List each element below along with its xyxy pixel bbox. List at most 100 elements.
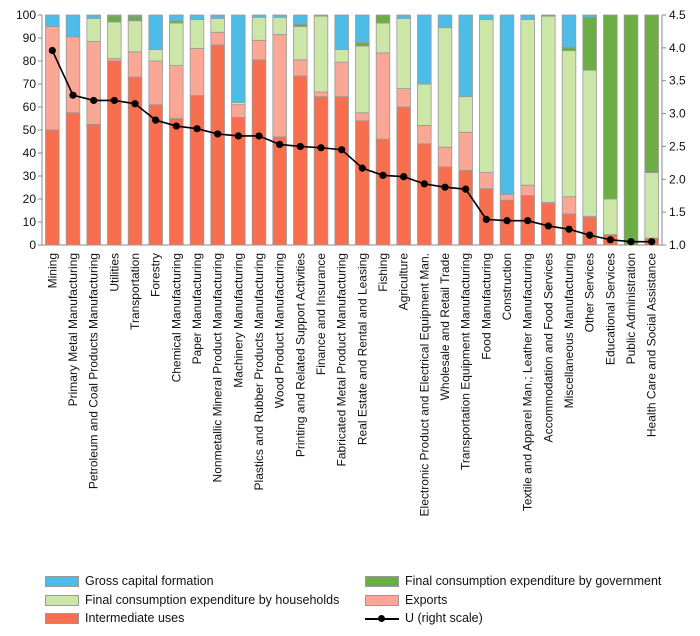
bar-segment bbox=[334, 96, 349, 246]
y-tick-label: 70 bbox=[23, 77, 37, 91]
legend-swatch bbox=[45, 612, 79, 624]
x-tick-label: Fabricated Metal Product Manufacturing bbox=[335, 253, 349, 466]
x-tick-label: Electronic Product and Electrical Equipm… bbox=[417, 253, 431, 516]
bar-segment bbox=[210, 18, 225, 33]
legend-label: Gross capital formation bbox=[85, 574, 214, 588]
bar-segment bbox=[251, 16, 267, 41]
bar-segment bbox=[251, 14, 267, 18]
bar-segment bbox=[623, 14, 639, 246]
bar-segment bbox=[210, 14, 225, 19]
x-tick-label: Textile and Apparel Man.; Leather Manufa… bbox=[521, 253, 535, 511]
bar-segment bbox=[65, 112, 81, 246]
bar-segment bbox=[45, 26, 60, 131]
bar-segment bbox=[355, 120, 370, 246]
y2-tick-label: 1.0 bbox=[669, 238, 686, 252]
bar-segment bbox=[148, 49, 163, 62]
bar-segment bbox=[561, 46, 577, 52]
y-tick-label: 50 bbox=[23, 123, 37, 137]
bar-segment bbox=[541, 15, 556, 203]
x-tick-label: Other Services bbox=[583, 253, 597, 332]
y2-tick-label: 3.5 bbox=[669, 74, 686, 88]
bar-segment bbox=[375, 22, 391, 54]
bar-segment bbox=[127, 15, 143, 22]
bar-segment bbox=[127, 20, 143, 53]
u-point bbox=[296, 142, 304, 151]
bar-segment bbox=[45, 129, 60, 246]
u-point bbox=[586, 231, 594, 239]
x-tick-label: Chemical Manufacturing bbox=[169, 253, 183, 382]
bar-segment bbox=[437, 14, 453, 29]
bar-segment bbox=[127, 51, 143, 78]
y2-tick-label: 2.0 bbox=[669, 172, 686, 186]
bar-segment bbox=[86, 123, 101, 246]
y-tick-label: 40 bbox=[23, 146, 37, 160]
legend-swatch bbox=[45, 575, 79, 587]
bar-segment bbox=[458, 169, 473, 246]
legend-swatch bbox=[365, 594, 399, 606]
legend-swatch bbox=[45, 594, 79, 606]
bar-segment bbox=[375, 138, 391, 246]
y2-tick-label: 3.0 bbox=[669, 107, 686, 121]
x-tick-label: Transportation Equipment Manufacturing bbox=[459, 253, 473, 470]
x-tick-label: Accommodation and Food Services bbox=[541, 253, 555, 442]
bar-segment bbox=[189, 47, 205, 96]
u-point bbox=[544, 222, 552, 230]
bar-segment bbox=[375, 14, 391, 24]
y-tick-label: 10 bbox=[23, 215, 37, 229]
legend-gcf: Gross capital formation bbox=[45, 574, 214, 588]
x-tick-label: Machinery Manufacturing bbox=[231, 253, 245, 388]
x-tick-label: Agriculture bbox=[397, 253, 411, 311]
bar-segment bbox=[417, 14, 432, 85]
bar-segment bbox=[417, 83, 432, 126]
bar-segment bbox=[313, 14, 329, 17]
x-tick-label: Printing and Related Support Activities bbox=[293, 253, 307, 457]
bar-segment bbox=[355, 14, 370, 44]
u-point bbox=[317, 144, 325, 152]
y-tick-label: 20 bbox=[23, 192, 37, 206]
y-tick-label: 60 bbox=[23, 100, 37, 114]
y-tick-label: 80 bbox=[23, 54, 37, 68]
bar-segment bbox=[293, 14, 308, 25]
bar-segment bbox=[127, 14, 143, 17]
bar-segment bbox=[313, 91, 329, 98]
bar-segment bbox=[479, 14, 494, 20]
bar-segment bbox=[479, 172, 494, 190]
bar-segment bbox=[189, 14, 205, 20]
bar-segment bbox=[603, 14, 618, 200]
bar-segment bbox=[541, 14, 556, 17]
legend-line-swatch bbox=[365, 613, 399, 624]
u-point bbox=[90, 96, 98, 105]
bar-segment bbox=[644, 14, 659, 173]
bar-segment bbox=[169, 118, 184, 246]
u-point bbox=[482, 215, 490, 223]
bar-segment bbox=[437, 146, 453, 168]
bar-segment bbox=[210, 31, 225, 46]
legend-label: Intermediate uses bbox=[85, 611, 185, 625]
legend-label: Exports bbox=[405, 593, 448, 607]
x-tick-label: Wood Product Manufacturing bbox=[273, 253, 287, 408]
bar-segment bbox=[293, 26, 308, 61]
x-tick-label: Mining bbox=[45, 253, 59, 288]
u-point bbox=[172, 122, 180, 130]
bar-segment bbox=[355, 112, 370, 122]
u-point bbox=[110, 96, 118, 105]
bar-segment bbox=[189, 95, 205, 246]
u-point bbox=[276, 140, 284, 149]
y-tick-label: 90 bbox=[23, 31, 37, 45]
bar-segment bbox=[231, 14, 246, 103]
u-line bbox=[51, 50, 652, 243]
u-point bbox=[48, 46, 56, 55]
y2-tick-label: 4.0 bbox=[669, 41, 686, 55]
bar-segment bbox=[334, 61, 349, 98]
y-tick-label: 0 bbox=[29, 238, 36, 252]
bar-segment bbox=[313, 15, 329, 93]
bar-segment bbox=[355, 45, 370, 114]
bar-segment bbox=[520, 14, 535, 20]
y2-tick-label: 1.5 bbox=[669, 205, 686, 219]
bar-segment bbox=[293, 75, 308, 246]
bar-segment bbox=[520, 19, 535, 186]
bar-segment bbox=[561, 14, 577, 48]
bar-segment bbox=[293, 59, 308, 77]
bar-segment bbox=[169, 65, 184, 119]
u-point bbox=[214, 130, 222, 138]
